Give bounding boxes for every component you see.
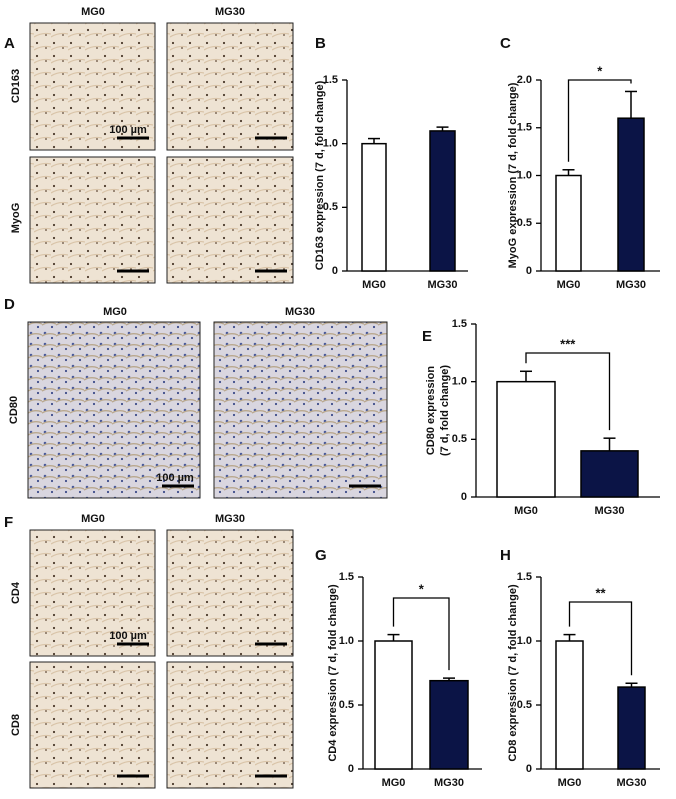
y-tick-label: 0.5 — [517, 217, 532, 229]
y-axis-label: CD4 expression (7 d, fold change) — [327, 584, 339, 762]
y-axis-label: CD163 expression (7 d, fold change) — [314, 80, 326, 270]
x-tick-label: MG30 — [595, 505, 625, 517]
column-label: MG0 — [81, 6, 105, 18]
y-tick-label: 1.5 — [517, 571, 532, 583]
panel-letter: F — [4, 514, 13, 531]
y-tick-label: 0 — [526, 763, 532, 775]
micrograph — [213, 321, 388, 499]
micrograph — [29, 156, 156, 284]
micrograph — [29, 661, 156, 789]
micrograph — [166, 661, 294, 789]
scale-label: 100 µm — [156, 472, 194, 484]
bar — [617, 117, 645, 272]
panel-letter: A — [4, 35, 15, 52]
y-tick-label: 2.0 — [517, 74, 532, 86]
significance-label: *** — [560, 336, 576, 351]
significance-bracket — [567, 79, 632, 162]
bar — [580, 450, 639, 498]
column-label: MG30 — [215, 6, 245, 18]
y-tick-label: 0 — [461, 491, 467, 503]
significance-bracket — [392, 597, 450, 671]
x-tick-label: MG30 — [428, 279, 458, 291]
micrograph — [29, 529, 156, 657]
x-tick-label: MG0 — [362, 279, 386, 291]
panel-letter: D — [4, 296, 15, 313]
y-tick-label: 0.5 — [517, 699, 532, 711]
x-tick-label: MG30 — [617, 777, 647, 789]
y-tick-label: 1.5 — [323, 74, 338, 86]
y-tick-label: 0.5 — [452, 433, 467, 445]
panel-letter: E — [422, 328, 432, 345]
x-tick-label: MG30 — [616, 279, 646, 291]
y-tick-label: 1.0 — [339, 635, 354, 647]
bar — [617, 686, 646, 770]
significance-bracket — [525, 352, 611, 431]
y-axis-label: CD8 expression (7 d, fold change) — [507, 584, 519, 762]
panel-letter: H — [500, 547, 511, 564]
x-tick-label: MG0 — [514, 505, 538, 517]
y-axis-label: MyoG expression (7 d, fold change) — [507, 82, 519, 268]
y-tick-label: 1.0 — [517, 169, 532, 181]
scale-label: 100 µm — [109, 630, 147, 642]
y-tick-label: 1.0 — [323, 138, 338, 150]
y-tick-label: 0 — [348, 763, 354, 775]
scale-label: 100 µm — [109, 124, 147, 136]
y-tick-label: 1.5 — [452, 318, 467, 330]
bar — [555, 174, 582, 272]
row-label: CD163 — [10, 69, 22, 103]
bar — [361, 142, 387, 272]
micrograph — [166, 22, 294, 151]
bar — [555, 640, 584, 770]
significance-label: ** — [595, 585, 606, 600]
y-tick-label: 1.5 — [339, 571, 354, 583]
row-label: MyoG — [10, 203, 22, 234]
y-tick-label: 1.5 — [517, 122, 532, 134]
column-label: MG30 — [215, 513, 245, 525]
column-label: MG0 — [81, 513, 105, 525]
column-label: MG0 — [103, 306, 127, 318]
y-axis-label: (7 d, fold change) — [439, 365, 451, 456]
panel-letter: C — [500, 35, 511, 52]
significance-bracket — [568, 601, 633, 676]
y-tick-label: 1.0 — [452, 376, 467, 388]
row-label: CD8 — [10, 714, 22, 736]
y-tick-label: 0 — [526, 265, 532, 277]
y-tick-label: 0 — [332, 265, 338, 277]
micrograph — [29, 22, 156, 151]
significance-label: * — [419, 581, 425, 596]
x-tick-label: MG0 — [382, 777, 406, 789]
column-label: MG30 — [285, 306, 315, 318]
significance-label: * — [597, 63, 603, 78]
y-tick-label: 0.5 — [323, 201, 338, 213]
y-tick-label: 0.5 — [339, 699, 354, 711]
panel-letter: G — [315, 547, 327, 564]
micrograph — [166, 529, 294, 657]
y-axis-label: CD80 expression — [425, 366, 437, 456]
x-tick-label: MG30 — [434, 777, 464, 789]
bar — [429, 130, 456, 272]
row-label: CD80 — [8, 396, 20, 424]
bar — [374, 640, 413, 770]
x-tick-label: MG0 — [558, 777, 582, 789]
micrograph — [27, 321, 201, 499]
bar — [496, 380, 556, 498]
y-tick-label: 1.0 — [517, 635, 532, 647]
x-tick-label: MG0 — [557, 279, 581, 291]
micrograph — [166, 156, 294, 284]
panel-letter: B — [315, 35, 326, 52]
row-label: CD4 — [10, 581, 22, 604]
bar — [429, 679, 469, 770]
